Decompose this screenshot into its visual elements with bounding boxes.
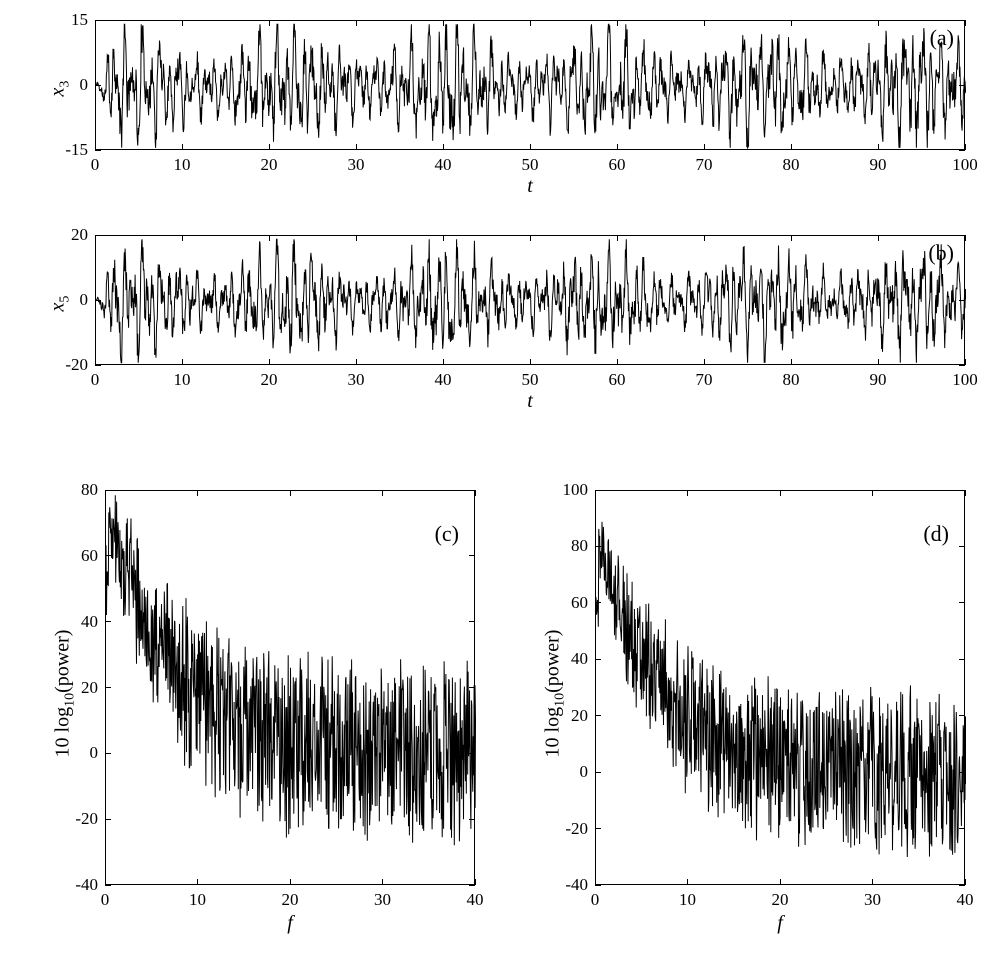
- xtick-label: 10: [679, 890, 696, 910]
- panel-b: (b) x5 t 0102030405060708090100 -20020: [95, 235, 965, 365]
- xtick-label: 50: [522, 155, 539, 175]
- panel-c-label: (c): [435, 521, 459, 547]
- ytick-label: 20: [548, 706, 588, 726]
- panel-c-trace: [106, 491, 476, 886]
- xtick-label: 30: [348, 155, 365, 175]
- xtick-label: 50: [522, 370, 539, 390]
- xtick-label: 60: [609, 155, 626, 175]
- ytick-label: -15: [48, 140, 88, 160]
- xtick-label: 10: [174, 155, 191, 175]
- ytick-label: -20: [48, 355, 88, 375]
- panel-d-xlabel: f: [595, 912, 965, 935]
- ytick-label: 20: [58, 678, 98, 698]
- xtick-label: 20: [261, 155, 278, 175]
- panel-d-plot: (d): [595, 490, 965, 885]
- xtick-label: 60: [609, 370, 626, 390]
- ytick-label: 100: [548, 480, 588, 500]
- ytick-label: -40: [548, 875, 588, 895]
- xtick-label: 80: [783, 155, 800, 175]
- xtick-label: 80: [783, 370, 800, 390]
- panel-b-trace: [96, 236, 966, 366]
- xtick-label: 20: [772, 890, 789, 910]
- xtick-label: 70: [696, 155, 713, 175]
- ytick-label: 80: [548, 536, 588, 556]
- xtick-label: 0: [591, 890, 600, 910]
- xtick-label: 40: [435, 370, 452, 390]
- ytick-label: -20: [58, 809, 98, 829]
- ytick-label: 60: [58, 546, 98, 566]
- ytick-label: 0: [548, 762, 588, 782]
- panel-a-label: (a): [930, 25, 954, 51]
- ytick-label: 15: [48, 10, 88, 30]
- ytick-label: -40: [58, 875, 98, 895]
- ytick-label: 40: [58, 612, 98, 632]
- xtick-label: 30: [374, 890, 391, 910]
- xtick-label: 40: [467, 890, 484, 910]
- xtick-label: 0: [91, 155, 100, 175]
- ytick-label: 0: [58, 743, 98, 763]
- xtick-label: 90: [870, 155, 887, 175]
- ytick-label: 0: [48, 75, 88, 95]
- panel-d-label: (d): [923, 521, 949, 547]
- panel-a-xlabel: t: [95, 175, 965, 198]
- xtick-label: 100: [952, 155, 978, 175]
- panel-b-plot: (b): [95, 235, 965, 365]
- xtick-label: 30: [348, 370, 365, 390]
- ytick-label: 80: [58, 480, 98, 500]
- panel-c-xlabel: f: [105, 912, 475, 935]
- panel-d-ylabel: 10 log10(power): [542, 604, 569, 784]
- xtick-label: 10: [189, 890, 206, 910]
- panel-b-label: (b): [928, 240, 954, 266]
- panel-d-trace: [596, 491, 966, 886]
- xtick-label: 90: [870, 370, 887, 390]
- xtick-label: 40: [435, 155, 452, 175]
- panel-a-trace: [96, 21, 966, 151]
- ytick-label: -20: [548, 819, 588, 839]
- panel-c: (c) 10 log10(power) f 010203040 -40-2002…: [105, 490, 475, 885]
- xtick-label: 100: [952, 370, 978, 390]
- panel-a: (a) x3 t 0102030405060708090100 -15015: [95, 20, 965, 150]
- xtick-label: 0: [91, 370, 100, 390]
- xtick-label: 40: [957, 890, 974, 910]
- xtick-label: 70: [696, 370, 713, 390]
- ytick-label: 60: [548, 593, 588, 613]
- panel-a-plot: (a): [95, 20, 965, 150]
- ytick-label: 40: [548, 649, 588, 669]
- panel-b-xlabel: t: [95, 390, 965, 413]
- xtick-label: 30: [864, 890, 881, 910]
- xtick-label: 20: [261, 370, 278, 390]
- xtick-label: 20: [282, 890, 299, 910]
- xtick-label: 0: [101, 890, 110, 910]
- ytick-label: 0: [48, 290, 88, 310]
- panel-c-plot: (c): [105, 490, 475, 885]
- xtick-label: 10: [174, 370, 191, 390]
- ytick-label: 20: [48, 225, 88, 245]
- panel-d: (d) 10 log10(power) f 010203040 -40-2002…: [595, 490, 965, 885]
